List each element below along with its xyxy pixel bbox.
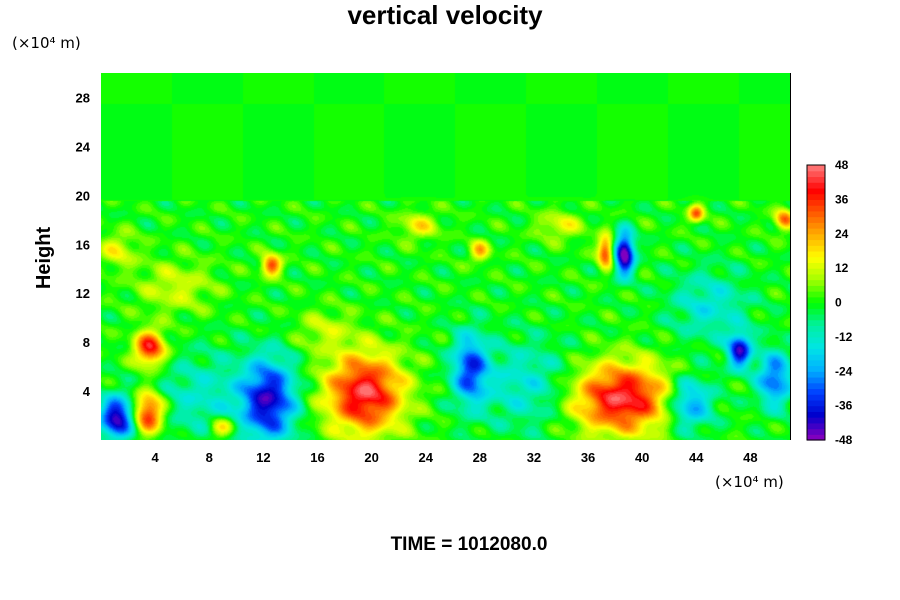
colorbar-segment <box>807 239 825 246</box>
colorbar-segment <box>807 371 825 378</box>
colorbar-tick-label: 48 <box>835 158 849 172</box>
colorbar-segment <box>807 291 825 298</box>
colorbar-segment <box>807 216 825 223</box>
colorbar-segment <box>807 313 825 321</box>
colorbar-segment <box>807 388 825 395</box>
heatmap-field-wrapper <box>101 73 791 440</box>
x-tick-label: 16 <box>310 450 324 465</box>
colorbar-tick-label: -24 <box>835 364 853 378</box>
x-tick-label: 4 <box>152 450 160 465</box>
colorbar-frame <box>806 164 826 441</box>
colorbar-segment <box>807 354 825 361</box>
colorbar-segment <box>807 336 825 344</box>
colorbar-segment <box>807 256 825 263</box>
colorbar-tick-label: 24 <box>835 227 849 241</box>
colorbar-tick-label: -48 <box>835 433 853 447</box>
x-tick-label: 48 <box>743 450 757 465</box>
colorbar-segment <box>807 245 825 252</box>
x-tick-label: 28 <box>473 450 487 465</box>
colorbar-segment <box>807 205 825 212</box>
x-tick-label: 24 <box>418 450 433 465</box>
colorbar-segment <box>807 268 825 275</box>
y-tick-label: 4 <box>83 384 91 399</box>
y-tick-labels: 4 8 12 16 20 24 28 <box>76 90 91 399</box>
colorbar-segment <box>807 382 825 390</box>
colorbar-segment <box>807 394 825 401</box>
chart-title: vertical velocity <box>347 0 543 30</box>
x-tick-label: 8 <box>206 450 213 465</box>
colorbar-segment <box>807 233 825 241</box>
colorbar-segment <box>807 302 825 309</box>
colorbar-segment <box>807 365 825 372</box>
x-tick-label: 12 <box>256 450 270 465</box>
x-tick-labels: 4 8 12 16 20 24 28 32 36 40 44 48 <box>152 450 758 465</box>
colorbar-segment <box>807 285 825 292</box>
colorbar-segment <box>807 434 825 441</box>
colorbar-segment <box>807 199 825 206</box>
y-tick-label: 12 <box>76 286 90 301</box>
colorbar-segment <box>807 279 825 286</box>
x-tick-label: 44 <box>689 450 704 465</box>
colorbar-tick-labels: 48 36 24 12 0 -12 -24 -36 -48 <box>835 158 853 447</box>
colorbar-segment <box>807 262 825 269</box>
y-tick-label: 24 <box>76 139 91 154</box>
colorbar-segment <box>807 376 825 384</box>
colorbar-segment <box>807 222 825 229</box>
colorbar-segment <box>807 422 825 430</box>
y-tick-label: 28 <box>76 90 90 105</box>
colorbar-segment <box>807 411 825 418</box>
colorbar-segment <box>807 165 825 172</box>
colorbar-segment <box>807 250 825 258</box>
colorbar-segment <box>807 176 825 183</box>
colorbar-segment <box>807 359 825 367</box>
heatmap-field <box>101 73 791 440</box>
colorbar-tick-label: 12 <box>835 261 849 275</box>
y-axis-label: Height <box>33 227 55 290</box>
x-tick-label: 20 <box>364 450 378 465</box>
colorbar-segment <box>807 417 825 424</box>
colorbar-segment <box>807 210 825 218</box>
y-tick-label: 20 <box>76 188 90 203</box>
colorbar-segment <box>807 325 825 332</box>
colorbar-segment <box>807 428 825 435</box>
x-tick-label: 40 <box>635 450 649 465</box>
colorbar-segment <box>807 170 825 178</box>
colorbar-segment <box>807 193 825 200</box>
colorbar-segment <box>807 296 825 304</box>
colorbar-segment <box>807 319 825 327</box>
colorbar-segment <box>807 342 825 349</box>
colorbar-segment <box>807 399 825 407</box>
time-label: TIME = 1012080.0 <box>391 534 548 555</box>
colorbar-segment <box>807 273 825 281</box>
colorbar-segment <box>807 187 825 195</box>
y-tick-label: 16 <box>76 237 90 252</box>
colorbar-tick-label: 0 <box>835 296 842 310</box>
colorbar-segment <box>807 331 825 338</box>
colorbar-segment <box>807 405 825 412</box>
colorbar-segment <box>807 228 825 235</box>
x-tick-label: 36 <box>581 450 595 465</box>
colorbar-tick-label: -36 <box>835 399 853 413</box>
colorbar-segment <box>807 308 825 315</box>
colorbar <box>806 164 826 441</box>
colorbar-segment <box>807 348 825 355</box>
y-tick-label: 8 <box>83 335 90 350</box>
x-tick-label: 32 <box>527 450 541 465</box>
colorbar-tick-label: 36 <box>835 192 849 206</box>
colorbar-segment <box>807 182 825 189</box>
colorbar-tick-label: -12 <box>835 330 853 344</box>
y-axis-unit: (×10⁴ m) <box>12 34 81 52</box>
x-axis-unit: (×10⁴ m) <box>715 473 784 491</box>
